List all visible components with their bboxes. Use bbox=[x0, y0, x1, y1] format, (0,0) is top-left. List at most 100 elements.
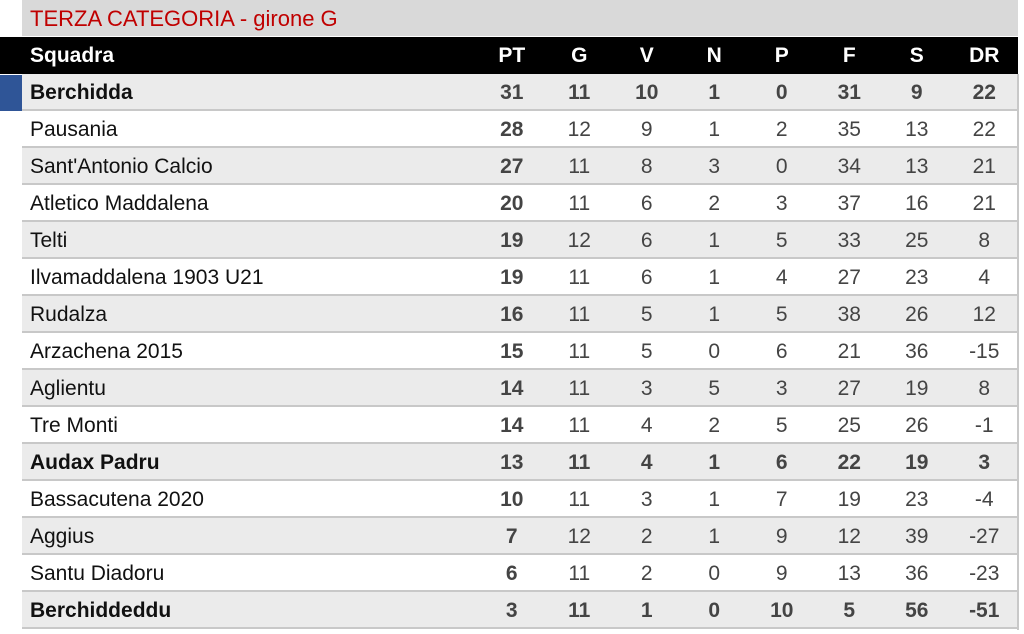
cell-pt: 15 bbox=[500, 340, 524, 363]
cell-f: 5 bbox=[843, 599, 856, 622]
team-name: Arzachena 2015 bbox=[30, 340, 183, 363]
cell-s: 26 bbox=[905, 303, 929, 326]
cell-v: 2 bbox=[640, 562, 653, 585]
cell-s: 13 bbox=[905, 155, 929, 178]
table-row: Arzachena 2015 15 11 5 0 6 21 36 -15 bbox=[22, 333, 1018, 370]
cell-pt: 14 bbox=[500, 414, 524, 437]
cell-s: 36 bbox=[905, 340, 929, 363]
cell-g: 12 bbox=[567, 118, 591, 141]
cell-g: 11 bbox=[568, 488, 591, 511]
team-name: Ilvamaddalena 1903 U21 bbox=[30, 266, 264, 289]
cell-f: 33 bbox=[837, 229, 861, 252]
cell-dr: 12 bbox=[972, 303, 996, 326]
cell-g: 11 bbox=[568, 155, 591, 178]
cell-dr: 22 bbox=[972, 118, 996, 141]
cell-pt: 14 bbox=[500, 377, 524, 400]
cell-pt: 13 bbox=[500, 451, 524, 474]
cell-pt: 19 bbox=[500, 229, 524, 252]
table-border bbox=[1017, 74, 1019, 630]
cell-g: 11 bbox=[568, 562, 591, 585]
cell-v: 2 bbox=[640, 525, 653, 548]
cell-v: 5 bbox=[640, 303, 653, 326]
cell-s: 26 bbox=[905, 414, 929, 437]
cell-n: 0 bbox=[708, 599, 721, 622]
table-title: TERZA CATEGORIA - girone G bbox=[22, 0, 1018, 36]
cell-dr: -27 bbox=[969, 525, 1000, 548]
cell-g: 11 bbox=[568, 414, 591, 437]
team-name: Bassacutena 2020 bbox=[30, 488, 204, 511]
cell-dr: 21 bbox=[972, 155, 996, 178]
cell-v: 10 bbox=[635, 81, 659, 104]
cell-n: 5 bbox=[708, 377, 721, 400]
cell-g: 11 bbox=[568, 266, 591, 289]
cell-s: 23 bbox=[905, 488, 929, 511]
cell-g: 12 bbox=[567, 525, 591, 548]
table-row: Tre Monti 14 11 4 2 5 25 26 -1 bbox=[22, 407, 1018, 444]
cell-dr: 21 bbox=[972, 192, 996, 215]
cell-s: 25 bbox=[905, 229, 929, 252]
cell-p: 3 bbox=[775, 377, 788, 400]
table-row: Aglientu 14 11 3 5 3 27 19 8 bbox=[22, 370, 1018, 407]
cell-p: 9 bbox=[775, 525, 788, 548]
cell-v: 6 bbox=[640, 192, 653, 215]
team-name: Aglientu bbox=[30, 377, 106, 400]
cell-p: 4 bbox=[775, 266, 788, 289]
cell-f: 34 bbox=[837, 155, 861, 178]
table-header: Squadra PT G V N P F S DR bbox=[0, 37, 1018, 74]
column-header-dr: DR bbox=[969, 44, 1000, 67]
cell-s: 19 bbox=[905, 451, 929, 474]
cell-v: 8 bbox=[640, 155, 653, 178]
cell-pt: 3 bbox=[505, 599, 518, 622]
cell-s: 16 bbox=[905, 192, 929, 215]
cell-f: 27 bbox=[837, 377, 861, 400]
cell-g: 11 bbox=[568, 303, 591, 326]
cell-p: 0 bbox=[775, 155, 788, 178]
cell-f: 27 bbox=[837, 266, 861, 289]
table-row: Santu Diadoru 6 11 2 0 9 13 36 -23 bbox=[22, 555, 1018, 592]
team-name: Atletico Maddalena bbox=[30, 192, 209, 215]
cell-g: 11 bbox=[568, 599, 591, 622]
highlight-marker bbox=[0, 75, 22, 111]
cell-v: 4 bbox=[640, 451, 653, 474]
cell-pt: 6 bbox=[505, 562, 518, 585]
cell-dr: -51 bbox=[969, 599, 1000, 622]
cell-f: 19 bbox=[837, 488, 861, 511]
table-row: Bassacutena 2020 10 11 3 1 7 19 23 -4 bbox=[22, 481, 1018, 518]
cell-n: 1 bbox=[708, 229, 721, 252]
cell-f: 38 bbox=[837, 303, 861, 326]
table-row: Ilvamaddalena 1903 U21 19 11 6 1 4 27 23 4 bbox=[22, 259, 1018, 296]
cell-f: 13 bbox=[837, 562, 861, 585]
cell-v: 9 bbox=[640, 118, 653, 141]
cell-s: 23 bbox=[905, 266, 929, 289]
cell-dr: -23 bbox=[969, 562, 1000, 585]
cell-g: 12 bbox=[567, 229, 591, 252]
column-header-f: F bbox=[842, 44, 856, 67]
team-name: Tre Monti bbox=[30, 414, 118, 437]
cell-n: 1 bbox=[708, 266, 721, 289]
cell-pt: 16 bbox=[500, 303, 524, 326]
cell-dr: -1 bbox=[974, 414, 994, 437]
cell-pt: 20 bbox=[500, 192, 524, 215]
cell-f: 21 bbox=[837, 340, 861, 363]
cell-f: 25 bbox=[837, 414, 861, 437]
cell-f: 22 bbox=[837, 451, 861, 474]
team-name: Santu Diadoru bbox=[30, 562, 165, 585]
cell-pt: 31 bbox=[500, 81, 524, 104]
team-name: Audax Padru bbox=[30, 451, 160, 474]
column-header-g: G bbox=[571, 44, 588, 67]
team-name: Berchidda bbox=[30, 81, 133, 104]
cell-n: 0 bbox=[708, 562, 721, 585]
team-name: Aggius bbox=[30, 525, 95, 548]
column-header-n: N bbox=[706, 44, 722, 67]
cell-s: 36 bbox=[905, 562, 929, 585]
cell-s: 9 bbox=[910, 81, 923, 104]
cell-n: 1 bbox=[708, 525, 721, 548]
cell-p: 0 bbox=[775, 81, 788, 104]
table-row: Telti 19 12 6 1 5 33 25 8 bbox=[22, 222, 1018, 259]
cell-n: 2 bbox=[708, 414, 721, 437]
cell-f: 31 bbox=[837, 81, 861, 104]
column-header-p: P bbox=[774, 44, 789, 67]
cell-n: 1 bbox=[708, 81, 721, 104]
cell-pt: 27 bbox=[500, 155, 524, 178]
cell-pt: 28 bbox=[500, 118, 524, 141]
